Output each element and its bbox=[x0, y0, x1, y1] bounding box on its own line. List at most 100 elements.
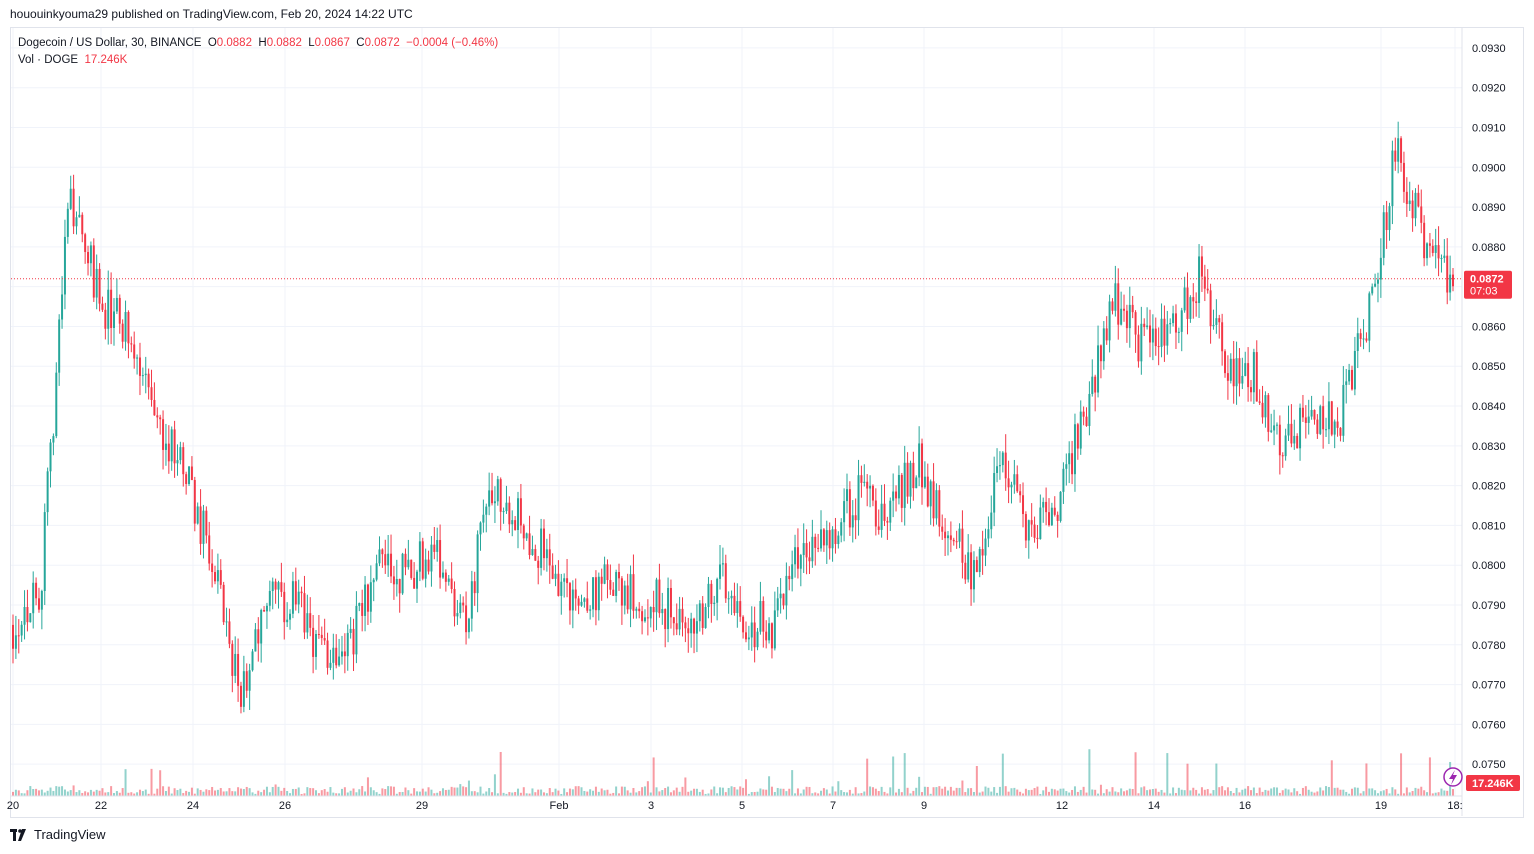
time-tick-label: 16 bbox=[1239, 800, 1251, 812]
volume-bar bbox=[1232, 793, 1235, 796]
candle bbox=[909, 460, 912, 509]
volume-bar bbox=[1134, 752, 1137, 796]
candle bbox=[892, 473, 895, 518]
volume-bar bbox=[695, 788, 698, 796]
candle bbox=[115, 278, 118, 315]
volume-bar bbox=[190, 787, 193, 796]
candle bbox=[1238, 348, 1241, 397]
volume-bar bbox=[1284, 788, 1287, 796]
candle bbox=[20, 621, 23, 642]
volume-bar bbox=[1241, 789, 1244, 796]
volume-bar bbox=[162, 786, 165, 796]
volume-bar bbox=[724, 792, 727, 796]
volume-bar bbox=[188, 791, 191, 796]
volume-bar bbox=[1426, 792, 1429, 796]
price-tick-label: 0.0810 bbox=[1472, 520, 1506, 532]
volume-bar bbox=[222, 791, 225, 796]
volume-bar bbox=[834, 791, 837, 796]
candle bbox=[1371, 283, 1374, 296]
volume-bar bbox=[254, 793, 257, 796]
candle bbox=[730, 590, 733, 616]
candle bbox=[987, 516, 990, 548]
open-value: 0.0882 bbox=[216, 37, 252, 49]
close-label: C bbox=[356, 37, 365, 49]
volume-bar bbox=[118, 792, 121, 796]
volume-bar bbox=[554, 788, 557, 796]
volume-bar bbox=[805, 786, 808, 796]
candle bbox=[1345, 368, 1348, 404]
footer-brand[interactable]: TradingView bbox=[34, 827, 106, 842]
volume-bar bbox=[1229, 791, 1232, 796]
volume-bar bbox=[563, 788, 566, 796]
candle bbox=[1428, 232, 1431, 258]
candle bbox=[814, 533, 817, 566]
candle bbox=[63, 219, 66, 310]
volume-bar bbox=[1215, 763, 1218, 796]
volume-bar bbox=[257, 790, 260, 796]
candle bbox=[421, 537, 424, 581]
volume-bar bbox=[133, 793, 136, 796]
candle bbox=[848, 481, 851, 536]
volume-bar bbox=[1166, 753, 1169, 796]
volume-bar bbox=[340, 788, 343, 796]
candle bbox=[462, 596, 465, 613]
candle bbox=[1024, 511, 1027, 549]
volume-bar bbox=[964, 792, 967, 796]
candle bbox=[817, 533, 820, 553]
volume-bar bbox=[312, 788, 315, 796]
candle bbox=[1333, 419, 1336, 449]
symbol-name[interactable]: Dogecoin / US Dollar, 30, BINANCE bbox=[18, 37, 202, 49]
candle bbox=[202, 504, 205, 559]
candle bbox=[164, 423, 167, 466]
volume-bar bbox=[566, 792, 569, 796]
candle bbox=[1273, 409, 1276, 446]
candle bbox=[127, 310, 130, 359]
volume-bar bbox=[990, 791, 993, 796]
candle bbox=[361, 589, 364, 632]
volume-bar bbox=[346, 792, 349, 796]
volume-bar bbox=[1024, 788, 1027, 796]
tradingview-logo-icon[interactable] bbox=[10, 828, 30, 841]
volume-bar bbox=[450, 786, 453, 796]
candle bbox=[1281, 452, 1284, 468]
volume-bar bbox=[542, 792, 545, 796]
candle bbox=[719, 545, 722, 590]
candle bbox=[776, 586, 779, 617]
volume-bar bbox=[1362, 791, 1365, 796]
candle bbox=[242, 655, 245, 713]
lightning-icon[interactable] bbox=[1443, 767, 1463, 787]
candle bbox=[1420, 189, 1423, 234]
candle bbox=[17, 619, 20, 654]
volume-bar bbox=[1382, 790, 1385, 796]
volume-bar bbox=[794, 793, 797, 796]
volume-bar bbox=[1027, 790, 1030, 796]
candle bbox=[586, 581, 589, 613]
candle bbox=[300, 586, 303, 608]
candle bbox=[29, 612, 32, 623]
candle bbox=[1330, 400, 1333, 437]
volume-bar bbox=[1022, 793, 1025, 796]
candle bbox=[467, 617, 470, 639]
candle bbox=[704, 603, 707, 629]
volume-bar bbox=[1452, 789, 1454, 796]
volume-bar bbox=[121, 788, 124, 796]
volume-label[interactable]: Vol · DOGE bbox=[18, 54, 79, 66]
candle bbox=[756, 627, 759, 651]
candle bbox=[312, 615, 315, 674]
volume-bar bbox=[606, 789, 609, 796]
time-tick-label: 20 bbox=[7, 800, 19, 812]
volume-bar bbox=[260, 792, 263, 796]
candle bbox=[577, 595, 580, 615]
candle bbox=[309, 597, 312, 637]
price-tick-label: 0.0820 bbox=[1472, 481, 1506, 493]
volume-bar bbox=[551, 792, 554, 796]
candle bbox=[340, 635, 343, 665]
volume-bar bbox=[1123, 791, 1126, 796]
candle bbox=[291, 571, 294, 619]
volume-bar bbox=[773, 791, 776, 796]
candle bbox=[294, 567, 297, 611]
candle bbox=[92, 238, 95, 302]
volume-bar bbox=[1345, 791, 1348, 796]
candle bbox=[69, 175, 72, 211]
